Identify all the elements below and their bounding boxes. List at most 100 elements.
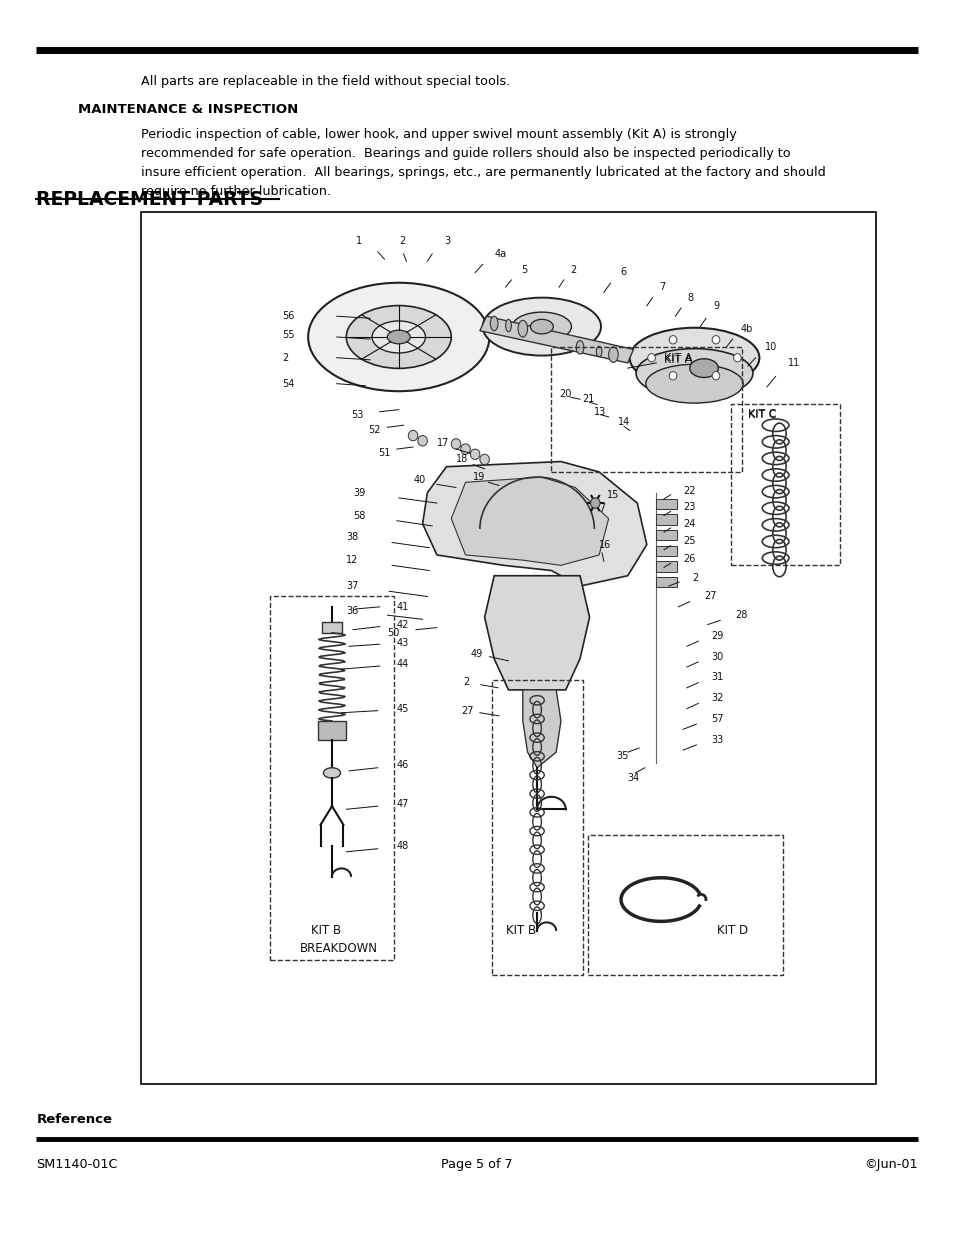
Text: 2: 2 xyxy=(570,264,577,274)
Text: 21: 21 xyxy=(581,394,594,404)
Text: ©Jun-01: ©Jun-01 xyxy=(863,1158,917,1172)
Circle shape xyxy=(451,438,460,450)
Text: 30: 30 xyxy=(711,652,723,662)
Bar xyxy=(730,404,840,566)
Text: 19: 19 xyxy=(473,472,485,482)
Text: 8: 8 xyxy=(687,293,693,303)
Text: 32: 32 xyxy=(711,693,723,703)
Text: 42: 42 xyxy=(396,620,409,630)
Bar xyxy=(656,499,677,509)
Text: 38: 38 xyxy=(346,532,358,542)
Text: 54: 54 xyxy=(282,379,294,389)
Text: 13: 13 xyxy=(594,406,606,416)
Text: MAINTENANCE & INSPECTION: MAINTENANCE & INSPECTION xyxy=(78,103,298,116)
Text: KIT D: KIT D xyxy=(717,924,748,937)
Text: KIT C: KIT C xyxy=(747,409,776,419)
Text: KIT C: KIT C xyxy=(747,410,776,420)
Text: 24: 24 xyxy=(682,519,695,529)
Text: 44: 44 xyxy=(396,659,409,669)
Text: insure efficient operation.  All bearings, springs, etc., are permanently lubric: insure efficient operation. All bearings… xyxy=(141,165,825,179)
Text: 1: 1 xyxy=(355,236,361,247)
Text: 51: 51 xyxy=(377,448,390,458)
Text: 29: 29 xyxy=(711,631,723,641)
Text: 50: 50 xyxy=(387,627,399,637)
Bar xyxy=(317,721,346,740)
Text: 10: 10 xyxy=(764,342,777,352)
Ellipse shape xyxy=(629,327,759,388)
Polygon shape xyxy=(451,477,608,566)
Text: 40: 40 xyxy=(413,475,425,485)
Text: 4a: 4a xyxy=(494,249,506,259)
Text: KIT B: KIT B xyxy=(311,924,341,937)
Text: 14: 14 xyxy=(618,417,630,427)
Text: SM1140-01C: SM1140-01C xyxy=(36,1158,117,1172)
Text: All parts are replaceable in the field without special tools.: All parts are replaceable in the field w… xyxy=(141,74,510,88)
Bar xyxy=(322,622,341,632)
Ellipse shape xyxy=(530,320,553,333)
Text: KIT B: KIT B xyxy=(505,924,536,937)
Text: 36: 36 xyxy=(346,606,358,616)
Text: 57: 57 xyxy=(711,714,723,724)
Text: 53: 53 xyxy=(351,410,363,420)
Circle shape xyxy=(647,353,655,362)
Ellipse shape xyxy=(512,312,571,341)
Circle shape xyxy=(733,353,740,362)
Text: 49: 49 xyxy=(470,648,482,658)
Ellipse shape xyxy=(387,330,410,343)
Text: REPLACEMENT PARTS: REPLACEMENT PARTS xyxy=(36,190,263,209)
Text: 58: 58 xyxy=(353,510,365,520)
Bar xyxy=(270,597,394,960)
Text: 3: 3 xyxy=(444,236,450,247)
Text: BREAKDOWN: BREAKDOWN xyxy=(299,942,377,955)
Circle shape xyxy=(711,336,720,343)
Ellipse shape xyxy=(323,768,340,778)
Bar xyxy=(141,212,875,1084)
Polygon shape xyxy=(479,316,633,363)
Text: KIT A: KIT A xyxy=(663,354,692,364)
Text: 35: 35 xyxy=(616,751,628,761)
Text: 41: 41 xyxy=(396,601,409,611)
Text: Page 5 of 7: Page 5 of 7 xyxy=(440,1158,513,1172)
Text: 26: 26 xyxy=(682,555,695,564)
Text: 34: 34 xyxy=(627,773,639,783)
Circle shape xyxy=(590,498,599,509)
Text: Periodic inspection of cable, lower hook, and upper swivel mount assembly (Kit A: Periodic inspection of cable, lower hook… xyxy=(141,128,736,141)
Ellipse shape xyxy=(490,316,497,331)
Text: 56: 56 xyxy=(282,311,294,321)
Text: 47: 47 xyxy=(396,799,409,809)
Circle shape xyxy=(479,454,489,464)
Text: require no further lubrication.: require no further lubrication. xyxy=(141,185,331,199)
Text: 2: 2 xyxy=(398,236,405,247)
Ellipse shape xyxy=(608,347,618,362)
Ellipse shape xyxy=(596,346,601,357)
Text: 15: 15 xyxy=(606,490,618,500)
Bar xyxy=(656,530,677,541)
Text: 4b: 4b xyxy=(740,324,752,333)
Bar xyxy=(656,577,677,587)
Text: 27: 27 xyxy=(703,592,716,601)
Ellipse shape xyxy=(308,283,489,391)
Ellipse shape xyxy=(636,348,752,398)
Text: 6: 6 xyxy=(619,267,625,277)
Text: 37: 37 xyxy=(346,582,358,592)
Ellipse shape xyxy=(689,359,718,378)
Circle shape xyxy=(408,430,417,441)
Text: 2: 2 xyxy=(692,573,699,583)
Text: 11: 11 xyxy=(787,358,800,368)
Text: 22: 22 xyxy=(682,485,695,495)
Ellipse shape xyxy=(505,320,511,332)
Circle shape xyxy=(711,372,720,380)
Ellipse shape xyxy=(372,321,425,353)
Bar xyxy=(551,347,741,472)
Text: 5: 5 xyxy=(520,264,527,274)
Circle shape xyxy=(669,336,677,343)
Text: 2: 2 xyxy=(463,677,470,687)
Text: 52: 52 xyxy=(368,425,380,436)
Bar xyxy=(492,679,582,976)
Circle shape xyxy=(669,372,677,380)
Text: 18: 18 xyxy=(456,454,468,464)
Text: KIT A: KIT A xyxy=(663,353,692,363)
Bar xyxy=(587,835,782,976)
Text: 7: 7 xyxy=(659,282,665,293)
Text: 33: 33 xyxy=(711,735,723,745)
